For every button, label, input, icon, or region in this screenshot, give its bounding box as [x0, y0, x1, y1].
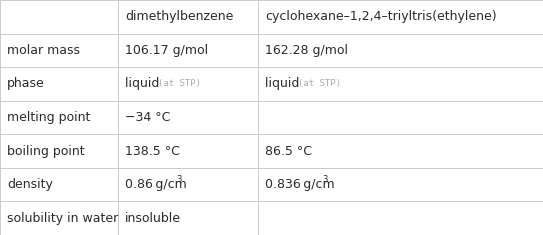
- Bar: [258, 134, 543, 168]
- Text: 162.28 g/mol: 162.28 g/mol: [265, 44, 348, 57]
- Bar: [118, 67, 258, 101]
- Text: solubility in water: solubility in water: [7, 212, 118, 225]
- Bar: [118, 168, 258, 201]
- Bar: [0, 34, 118, 67]
- Text: molar mass: molar mass: [7, 44, 80, 57]
- Bar: [118, 201, 258, 235]
- Bar: [118, 101, 258, 134]
- Text: density: density: [7, 178, 53, 191]
- Text: 3: 3: [322, 175, 327, 184]
- Text: cyclohexane–1,2,4–triyltris(ethylene): cyclohexane–1,2,4–triyltris(ethylene): [265, 10, 497, 23]
- Bar: [0, 201, 118, 235]
- Bar: [0, 67, 118, 101]
- Text: dimethylbenzene: dimethylbenzene: [125, 10, 233, 23]
- Text: melting point: melting point: [7, 111, 90, 124]
- Bar: [0, 0, 118, 34]
- Text: 138.5 °C: 138.5 °C: [125, 145, 180, 158]
- Text: (at STP): (at STP): [158, 79, 201, 88]
- Text: (at STP): (at STP): [298, 79, 341, 88]
- Text: 0.836 g/cm: 0.836 g/cm: [265, 178, 334, 191]
- Text: liquid: liquid: [265, 77, 304, 90]
- Bar: [118, 134, 258, 168]
- Text: phase: phase: [7, 77, 45, 90]
- Text: 106.17 g/mol: 106.17 g/mol: [125, 44, 208, 57]
- Bar: [258, 0, 543, 34]
- Text: boiling point: boiling point: [7, 145, 85, 158]
- Text: liquid: liquid: [125, 77, 163, 90]
- Text: 86.5 °C: 86.5 °C: [265, 145, 312, 158]
- Bar: [0, 134, 118, 168]
- Bar: [258, 34, 543, 67]
- Bar: [258, 201, 543, 235]
- Text: −34 °C: −34 °C: [125, 111, 171, 124]
- Bar: [118, 0, 258, 34]
- Text: 3: 3: [176, 175, 181, 184]
- Bar: [0, 101, 118, 134]
- Bar: [258, 168, 543, 201]
- Text: insoluble: insoluble: [125, 212, 181, 225]
- Bar: [258, 101, 543, 134]
- Bar: [258, 67, 543, 101]
- Bar: [0, 168, 118, 201]
- Text: 0.86 g/cm: 0.86 g/cm: [125, 178, 187, 191]
- Bar: [118, 34, 258, 67]
